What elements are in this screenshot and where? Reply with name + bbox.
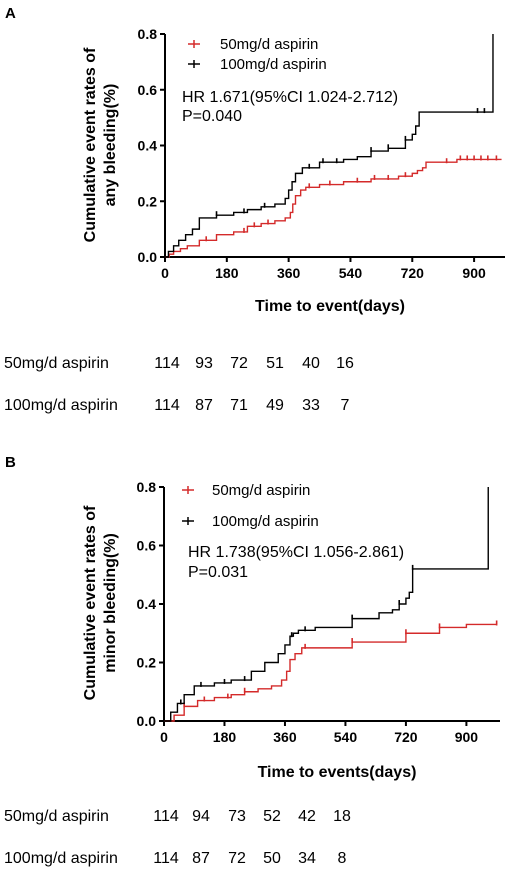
panel-b-x-tick-label: 720 xyxy=(394,729,418,745)
panel-b-xlabel: Time to events(days) xyxy=(258,764,417,781)
risk-table-b-count: 87 xyxy=(192,850,210,867)
panel-a-legend-label-2: 100mg/d aspirin xyxy=(220,56,327,73)
panel-a-x-tick-label: 0 xyxy=(161,265,169,281)
panel-b-y-tick-label: 0.0 xyxy=(137,713,157,729)
risk-table-a-count: 16 xyxy=(336,355,354,372)
panel-a-legend-label-1: 50mg/d aspirin xyxy=(220,36,318,53)
panel-b-x-tick-label: 360 xyxy=(273,729,297,745)
panel-a-y-tick-label: 0.4 xyxy=(138,138,158,154)
panel-a-ylabel-line1: Cumulative event rates of xyxy=(82,47,99,242)
risk-table-b-count: 94 xyxy=(192,808,210,825)
panel-a-label: A xyxy=(5,5,16,22)
panel-b-plot: 0.0 0.2 0.4 0.6 0.8 0 180 360 540 720 900 xyxy=(137,479,500,745)
panel-a-x-tick-label: 540 xyxy=(339,265,363,281)
panel-b-y-tick-label: 0.8 xyxy=(137,479,157,495)
risk-table-a-count: 71 xyxy=(230,397,248,414)
risk-table-a-count: 51 xyxy=(266,355,284,372)
risk-table-b-count: 18 xyxy=(333,808,351,825)
panel-a-x-tick-label: 180 xyxy=(215,265,239,281)
risk-table-a-count: 114 xyxy=(154,397,180,414)
panel-b-x-tick-label: 900 xyxy=(455,729,479,745)
risk-table-b-count: 72 xyxy=(228,850,246,867)
panel-a-x-tick-label: 900 xyxy=(462,265,486,281)
risk-table-b-count: 50 xyxy=(263,850,281,867)
risk-table-b-count: 114 xyxy=(153,850,179,867)
panel-a-hazard-ratio: HR 1.671(95%CI 1.024-2.712) xyxy=(182,89,398,106)
panel-b-legend-label-1: 50mg/d aspirin xyxy=(212,482,310,499)
panel-a-y-tick-label: 0.8 xyxy=(138,26,158,42)
risk-table-a-count: 87 xyxy=(195,397,213,414)
panel-b-legend-label-2: 100mg/d aspirin xyxy=(212,513,319,530)
risk-table-a-row-label-2: 100mg/d aspirin xyxy=(4,397,118,414)
panel-a-x-tick-label: 360 xyxy=(277,265,301,281)
risk-table-a-count: 114 xyxy=(154,355,180,372)
panel-a-ylabel-line2: any bleeding(%) xyxy=(102,84,119,207)
risk-table-a-row-label-1: 50mg/d aspirin xyxy=(4,355,109,372)
panel-a-series-2-line xyxy=(165,34,494,258)
panel-b-y-tick-label: 0.2 xyxy=(137,655,157,671)
panel-b-ylabel-line1: Cumulative event rates of xyxy=(82,505,99,700)
panel-b-x-tick-label: 180 xyxy=(213,729,237,745)
panel-a-p-value: P=0.040 xyxy=(182,108,242,125)
panel-b-p-value: P=0.031 xyxy=(188,564,248,581)
panel-b-hazard-ratio: HR 1.738(95%CI 1.056-2.861) xyxy=(188,544,404,561)
panel-a-x-tick-label: 720 xyxy=(401,265,425,281)
panel-a-y-tick-label: 0.2 xyxy=(138,193,158,209)
panel-b-ylabel-line2: minor bleeding(%) xyxy=(102,533,119,673)
panel-a-y-tick-label: 0.6 xyxy=(138,82,158,98)
risk-table-b-count: 114 xyxy=(153,808,179,825)
panel-b-x-tick-label: 0 xyxy=(160,729,168,745)
risk-table-a-count: 93 xyxy=(195,355,213,372)
risk-table-b: 50mg/d aspirin 100mg/d aspirin xyxy=(4,808,118,867)
panel-b-series-1-line xyxy=(164,623,497,722)
risk-table-a-count: 49 xyxy=(266,397,284,414)
panel-b-y-tick-label: 0.6 xyxy=(137,538,157,554)
panel-a: A Cumulative event rates of any bleeding… xyxy=(5,5,405,315)
panel-b-x-tick-label: 540 xyxy=(334,729,358,745)
risk-table-a-count: 72 xyxy=(230,355,248,372)
risk-table-a-count: 40 xyxy=(302,355,320,372)
panel-a-xlabel: Time to event(days) xyxy=(255,298,405,315)
panel-b-label: B xyxy=(5,454,16,471)
panel-a-plot: 0.0 0.2 0.4 0.6 0.8 0 180 360 540 720 900 xyxy=(138,26,505,281)
panel-a-series-1-line xyxy=(165,158,502,258)
risk-table-b-count: 34 xyxy=(298,850,316,867)
risk-table-b-row-label-1: 50mg/d aspirin xyxy=(4,808,109,825)
panel-b-y-tick-label: 0.4 xyxy=(137,596,157,612)
risk-table-a: 50mg/d aspirin 100mg/d aspirin xyxy=(4,355,118,414)
risk-table-b-count: 42 xyxy=(298,808,316,825)
risk-table-b-count: 52 xyxy=(263,808,281,825)
risk-table-b-count: 8 xyxy=(338,850,347,867)
risk-table-a-count: 7 xyxy=(341,397,350,414)
risk-table-b-row-label-2: 100mg/d aspirin xyxy=(4,850,118,867)
risk-table-a-count: 33 xyxy=(302,397,320,414)
risk-table-b-count: 73 xyxy=(228,808,246,825)
panel-a-y-tick-label: 0.0 xyxy=(138,249,158,265)
panel-b: B Cumulative event rates of minor bleedi… xyxy=(5,454,416,781)
